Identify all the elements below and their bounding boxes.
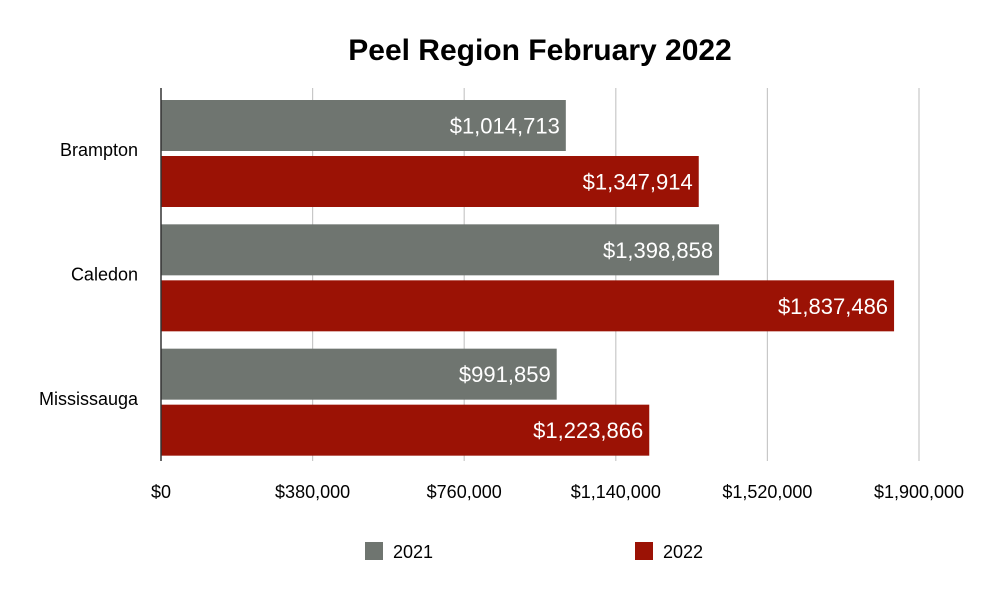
x-tick-label: $1,520,000 (722, 482, 812, 502)
bar-2021 (161, 348, 557, 400)
legend-swatch-2021 (365, 542, 383, 560)
bar-data-label: $1,837,486 (778, 294, 888, 319)
chart-title: Peel Region February 2022 (348, 34, 732, 67)
bar-data-label: $991,859 (459, 362, 551, 387)
y-category-label: Caledon (71, 265, 138, 285)
bar-2022 (161, 404, 650, 456)
bar-data-label: $1,014,713 (450, 114, 560, 139)
bar-data-label: $1,347,914 (583, 170, 693, 195)
x-tick-label: $1,140,000 (571, 482, 661, 502)
legend-swatch-2022 (635, 542, 653, 560)
y-category-label: Brampton (60, 140, 138, 160)
bar-2022 (161, 156, 699, 207)
y-category-label: Mississauga (39, 389, 139, 409)
bar-2021 (161, 100, 566, 151)
bars: $1,014,713 $1,347,914 $1,398,858 $1,837,486… (161, 100, 895, 456)
x-tick-label: $380,000 (275, 482, 350, 502)
x-tick-label: $1,900,000 (874, 482, 964, 502)
bar-2021 (161, 224, 720, 276)
x-tick-label: $760,000 (427, 482, 502, 502)
legend-label: 2022 (663, 542, 703, 562)
bar-data-label: $1,223,866 (533, 418, 643, 443)
bar-data-label: $1,398,858 (603, 238, 713, 263)
legend: 2021 2022 (365, 542, 703, 562)
x-tick-label: $0 (151, 482, 171, 502)
bar-2022 (161, 280, 895, 332)
axes: $0 $380,000 $760,000 $1,140,000 $1,520,000 $1… (39, 88, 964, 502)
legend-label: 2021 (393, 542, 433, 562)
